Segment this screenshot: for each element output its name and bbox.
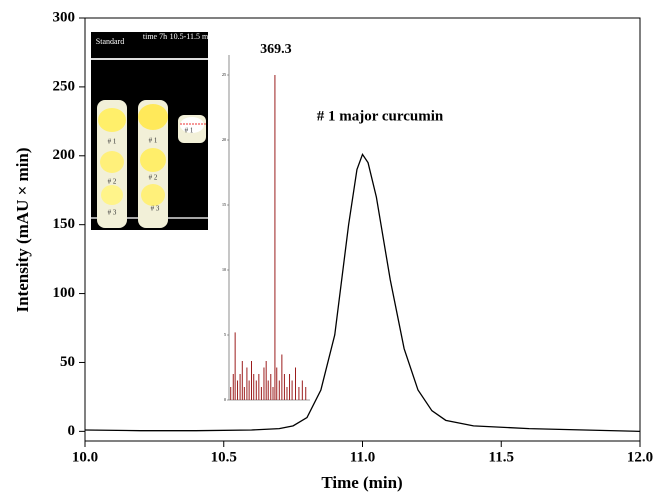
y-axis-label: Intensity (mAU × min) <box>13 147 32 312</box>
tlc-lane-label: time 7h <box>143 32 167 41</box>
x-tick-label: 10.5 <box>211 449 237 465</box>
tlc-spot <box>180 117 204 133</box>
x-tick-label: 11.5 <box>489 449 514 465</box>
y-tick-label: 200 <box>53 147 76 163</box>
tlc-lane-label: Fraction <box>179 22 206 31</box>
ms-y-tick-label: 0 <box>224 397 226 402</box>
ms-y-tick-label: 20 <box>222 137 226 142</box>
ms-y-tick-label: 5 <box>224 332 226 337</box>
tlc-lane-label: Extraction <box>138 22 171 31</box>
x-tick-label: 10.0 <box>72 449 98 465</box>
y-tick-label: 100 <box>53 285 76 301</box>
chromatogram-line <box>84 152 641 433</box>
tlc-spot-label: # 3 <box>108 209 117 217</box>
tlc-spot-label: # 3 <box>151 205 160 213</box>
tlc-spot-label: # 2 <box>108 178 117 186</box>
tlc-spot <box>100 151 124 173</box>
peak-annotation: # 1 major curcumin <box>317 108 444 124</box>
tlc-spot <box>101 185 123 205</box>
y-tick-label: 250 <box>53 78 76 94</box>
tlc-spot <box>140 148 166 172</box>
tlc-lane-label: 10.5-11.5 min <box>170 32 215 41</box>
x-tick-label: 11.0 <box>350 449 375 465</box>
tlc-lane-label: Standard <box>96 37 124 46</box>
tlc-spot <box>98 108 126 132</box>
ms-y-tick-label: 25 <box>222 72 226 77</box>
tlc-spot <box>141 184 165 206</box>
tlc-spot-label: # 1 <box>149 137 158 145</box>
x-axis-label: Time (min) <box>321 473 402 492</box>
ms-peak-annotation: 369.3 <box>260 42 292 57</box>
tlc-spot-label: # 1 <box>108 138 117 146</box>
y-tick-label: 300 <box>53 9 76 25</box>
tlc-spot-label: # 2 <box>149 174 158 182</box>
y-tick-label: 50 <box>60 354 75 370</box>
y-tick-label: 150 <box>53 216 76 232</box>
ms-y-tick-label: 10 <box>222 267 226 272</box>
ms-y-tick-label: 15 <box>222 202 226 207</box>
tlc-inset <box>91 32 208 230</box>
tlc-spot <box>138 104 168 130</box>
y-tick-label: 0 <box>68 423 76 439</box>
tlc-spot-label: # 1 <box>185 127 194 135</box>
x-tick-label: 12.0 <box>627 449 653 465</box>
